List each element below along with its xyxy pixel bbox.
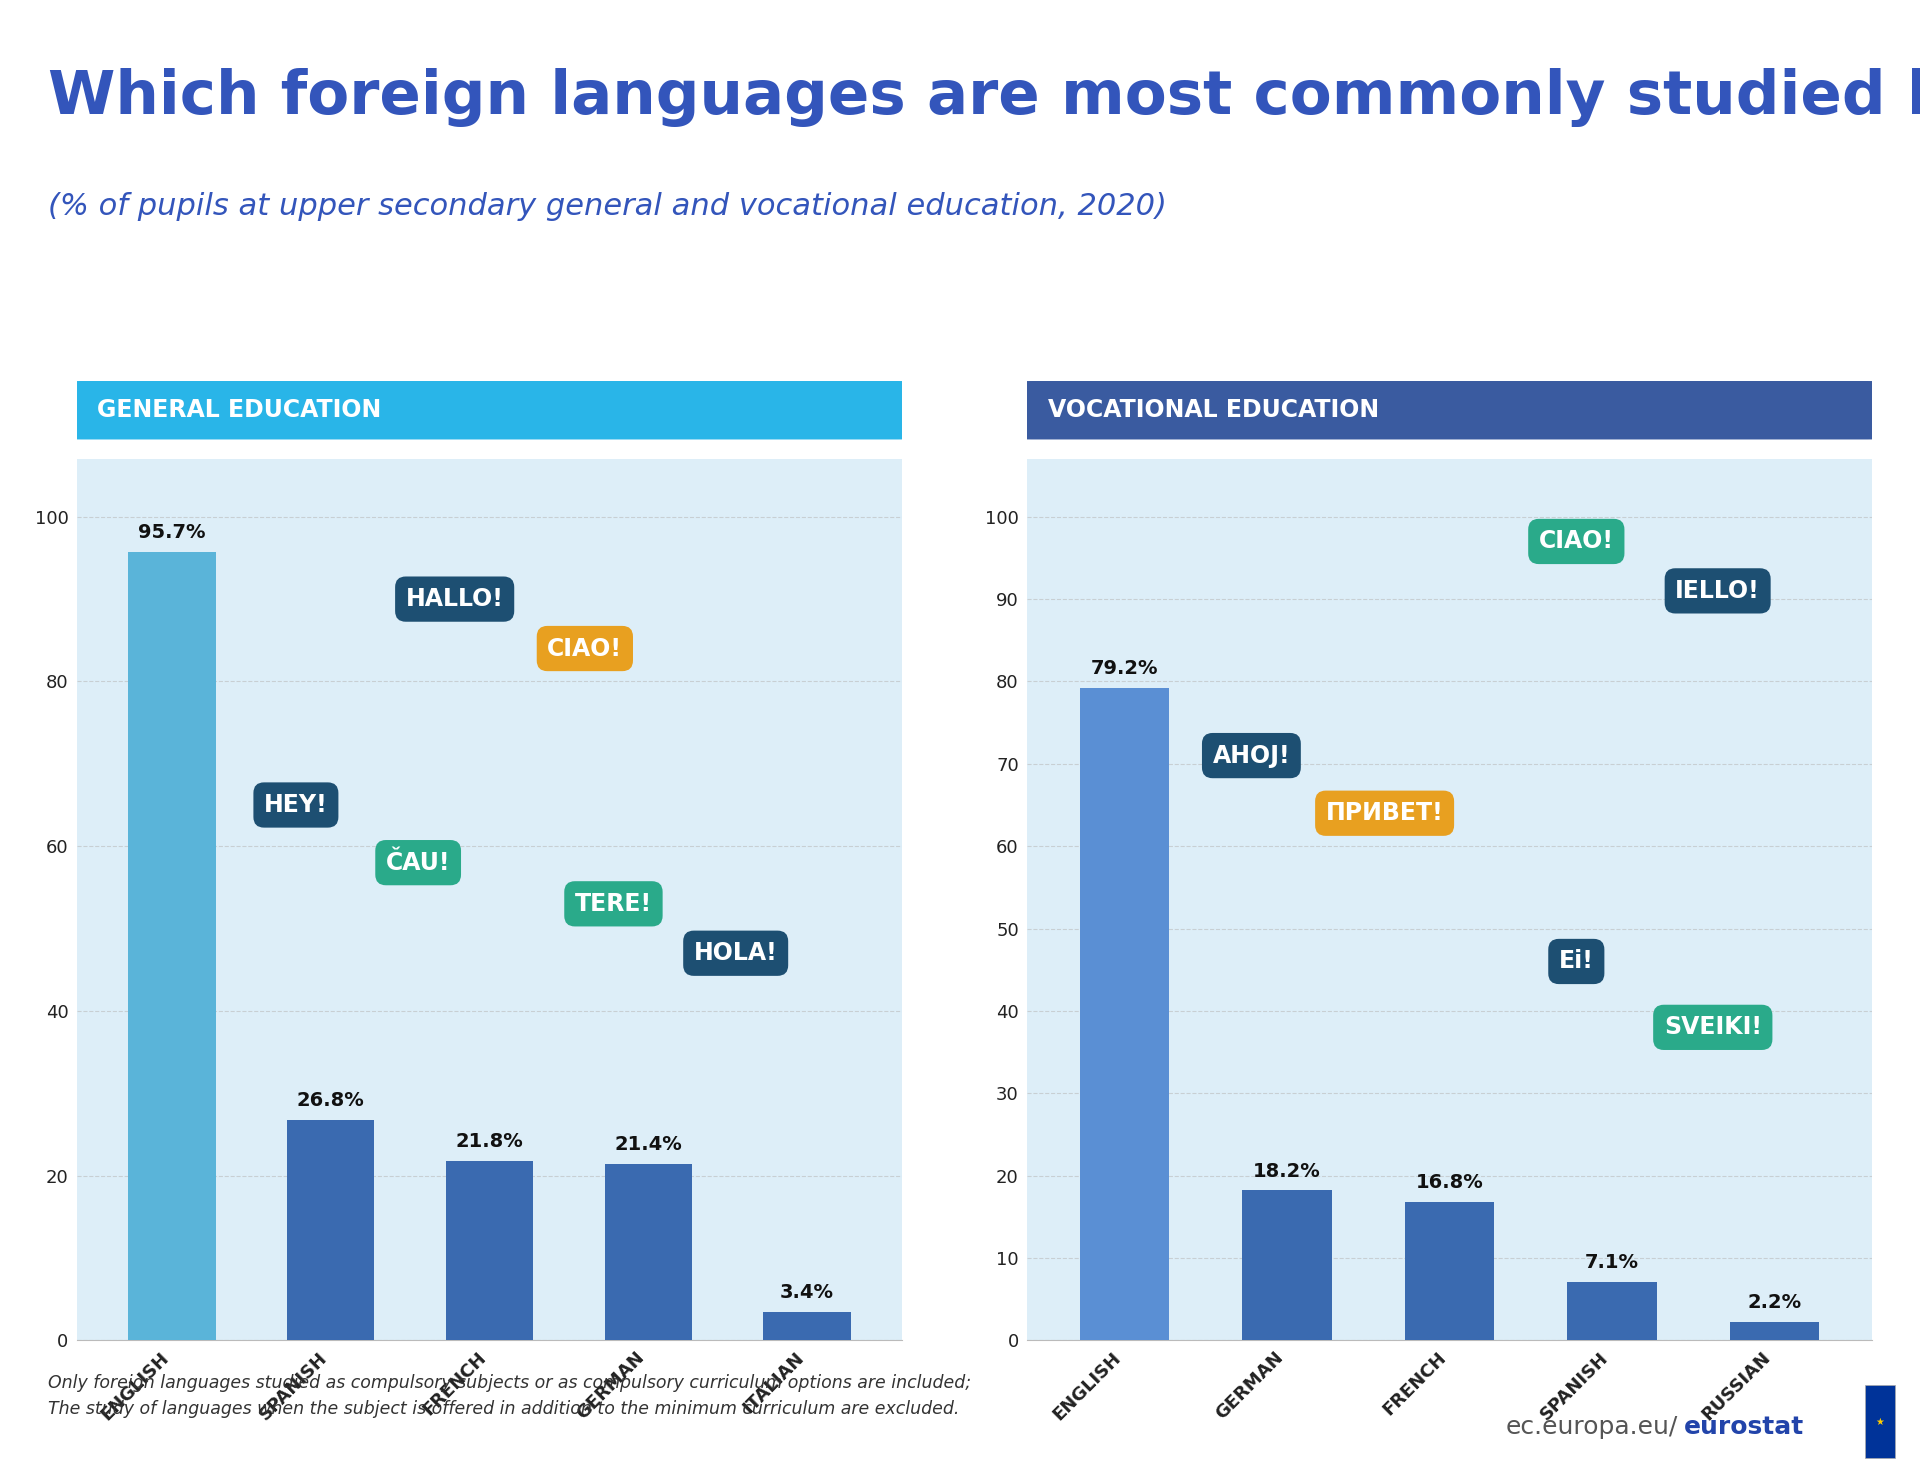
Bar [1242, 1191, 1332, 1340]
Text: IELLO!: IELLO! [1676, 579, 1761, 603]
Text: ★: ★ [1876, 1417, 1885, 1426]
Text: HOLA!: HOLA! [693, 942, 778, 966]
Text: Which foreign languages are most commonly studied by EU pupils?: Which foreign languages are most commonl… [48, 68, 1920, 127]
Text: 79.2%: 79.2% [1091, 659, 1158, 678]
Text: 21.4%: 21.4% [614, 1134, 682, 1154]
Bar [1405, 1203, 1494, 1340]
Bar [764, 1312, 851, 1340]
Text: HEY!: HEY! [265, 792, 328, 818]
Text: HALLO!: HALLO! [405, 586, 503, 612]
Text: eurostat: eurostat [1684, 1414, 1805, 1440]
Bar [1567, 1283, 1657, 1340]
Text: 7.1%: 7.1% [1586, 1253, 1640, 1272]
Text: Only foreign languages studied as compulsory subjects or as compulsory curriculu: Only foreign languages studied as compul… [48, 1374, 972, 1417]
Text: 95.7%: 95.7% [138, 523, 205, 542]
Text: 16.8%: 16.8% [1415, 1173, 1484, 1192]
Text: SVEIKI!: SVEIKI! [1665, 1016, 1763, 1040]
Bar [288, 1120, 374, 1340]
FancyBboxPatch shape [65, 381, 914, 440]
Text: ec.europa.eu/: ec.europa.eu/ [1505, 1414, 1678, 1440]
Text: VOCATIONAL EDUCATION: VOCATIONAL EDUCATION [1048, 398, 1379, 422]
FancyBboxPatch shape [1014, 381, 1885, 440]
Text: АНОЈ!: АНОЈ! [1213, 743, 1290, 767]
Text: (% of pupils at upper secondary general and vocational education, 2020): (% of pupils at upper secondary general … [48, 191, 1167, 221]
Text: GENERAL EDUCATION: GENERAL EDUCATION [98, 398, 382, 422]
Bar [129, 552, 215, 1340]
Text: 21.8%: 21.8% [455, 1131, 524, 1151]
Text: 2.2%: 2.2% [1747, 1293, 1801, 1312]
Text: CIAO!: CIAO! [547, 637, 622, 661]
Text: Ei!: Ei! [1559, 949, 1594, 973]
Text: 3.4%: 3.4% [780, 1284, 833, 1302]
Text: 26.8%: 26.8% [298, 1090, 365, 1109]
Bar [1081, 689, 1169, 1340]
Bar [445, 1161, 534, 1340]
Text: ČAU!: ČAU! [386, 850, 451, 875]
Text: 18.2%: 18.2% [1254, 1161, 1321, 1180]
Text: TERE!: TERE! [574, 892, 653, 915]
Bar [605, 1164, 691, 1340]
FancyBboxPatch shape [1864, 1386, 1895, 1457]
Text: ПРИВЕТ!: ПРИВЕТ! [1325, 801, 1444, 825]
Text: CIAO!: CIAO! [1538, 530, 1615, 554]
Bar [1730, 1323, 1820, 1340]
